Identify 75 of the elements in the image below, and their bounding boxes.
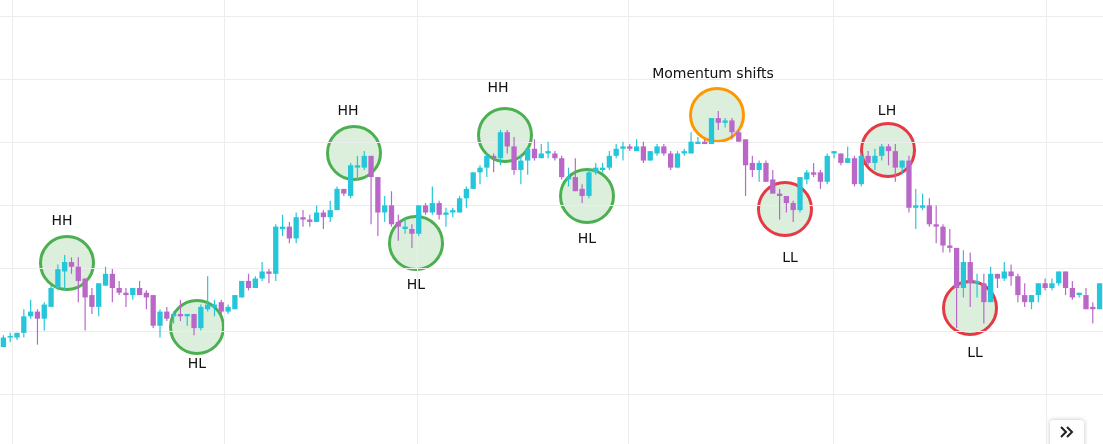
candlestick bbox=[361, 150, 367, 171]
candlestick bbox=[293, 211, 299, 244]
candlestick bbox=[606, 150, 613, 171]
annotation: LL bbox=[967, 344, 983, 360]
candlestick bbox=[354, 155, 361, 181]
candlestick bbox=[395, 214, 401, 242]
candlestick bbox=[1015, 273, 1021, 303]
annotation: HL bbox=[406, 276, 426, 292]
candlestick bbox=[477, 164, 483, 185]
candlestick bbox=[109, 268, 115, 303]
candlestick bbox=[436, 200, 442, 221]
annotation: HH bbox=[337, 102, 359, 118]
candlestick bbox=[266, 268, 272, 284]
candlestick bbox=[382, 195, 388, 223]
candlestick bbox=[402, 216, 408, 235]
candlestick bbox=[1022, 282, 1028, 308]
candlestick bbox=[102, 266, 109, 287]
candlestick bbox=[368, 155, 374, 225]
candlestick bbox=[259, 261, 265, 282]
candlestick bbox=[715, 110, 721, 131]
candlestick bbox=[967, 252, 973, 308]
candlestick bbox=[892, 143, 898, 183]
candlestick bbox=[729, 117, 735, 140]
annotation: LL bbox=[782, 249, 798, 265]
candlestick bbox=[518, 155, 524, 185]
candlestick bbox=[1001, 261, 1007, 282]
annotation: HL bbox=[577, 230, 597, 246]
candlestick bbox=[34, 308, 41, 346]
candlestick bbox=[817, 169, 824, 190]
candlestick bbox=[300, 209, 306, 228]
candlestick bbox=[640, 141, 647, 164]
candlestick bbox=[933, 204, 939, 244]
candlestick bbox=[1069, 280, 1076, 301]
candlestick bbox=[443, 207, 449, 228]
candlestick bbox=[1062, 270, 1069, 296]
candlestick bbox=[409, 223, 415, 249]
candlestick bbox=[981, 273, 987, 324]
candlestick bbox=[511, 136, 517, 176]
candlestick bbox=[1035, 282, 1041, 303]
candlestick bbox=[756, 159, 762, 183]
candlestick bbox=[668, 150, 674, 171]
candlestick bbox=[974, 273, 980, 299]
candlestick bbox=[586, 169, 592, 199]
candlestick bbox=[388, 190, 395, 228]
candlestick bbox=[831, 150, 837, 159]
candlestick bbox=[722, 117, 728, 129]
candlestick bbox=[885, 143, 892, 166]
candlestick bbox=[429, 185, 435, 216]
candlestick bbox=[1008, 263, 1014, 287]
candlestick bbox=[545, 141, 551, 159]
annotation: HH bbox=[51, 212, 73, 228]
text: Momentum shifts bbox=[652, 65, 774, 81]
candlestick bbox=[790, 200, 796, 223]
candlestick bbox=[525, 145, 531, 176]
candlestick bbox=[96, 282, 102, 317]
candlestick bbox=[21, 308, 27, 339]
text: HL bbox=[187, 355, 207, 371]
candlestick bbox=[940, 223, 946, 254]
annotation: LH bbox=[877, 102, 897, 118]
candlestick bbox=[552, 150, 558, 162]
candlestick bbox=[620, 141, 626, 162]
text: HH bbox=[487, 79, 509, 95]
candlestick bbox=[484, 152, 490, 178]
candlestick bbox=[531, 138, 538, 162]
candlestick bbox=[872, 148, 878, 171]
candlestick bbox=[157, 308, 163, 339]
candlestick bbox=[123, 287, 129, 308]
candlestick bbox=[926, 197, 933, 228]
candlestick bbox=[749, 155, 756, 178]
candlestick bbox=[504, 129, 510, 155]
candlestick bbox=[913, 188, 919, 230]
candlestick bbox=[559, 155, 565, 181]
candlestick bbox=[327, 200, 333, 223]
candlestick bbox=[463, 185, 470, 209]
candlestick bbox=[320, 209, 327, 230]
